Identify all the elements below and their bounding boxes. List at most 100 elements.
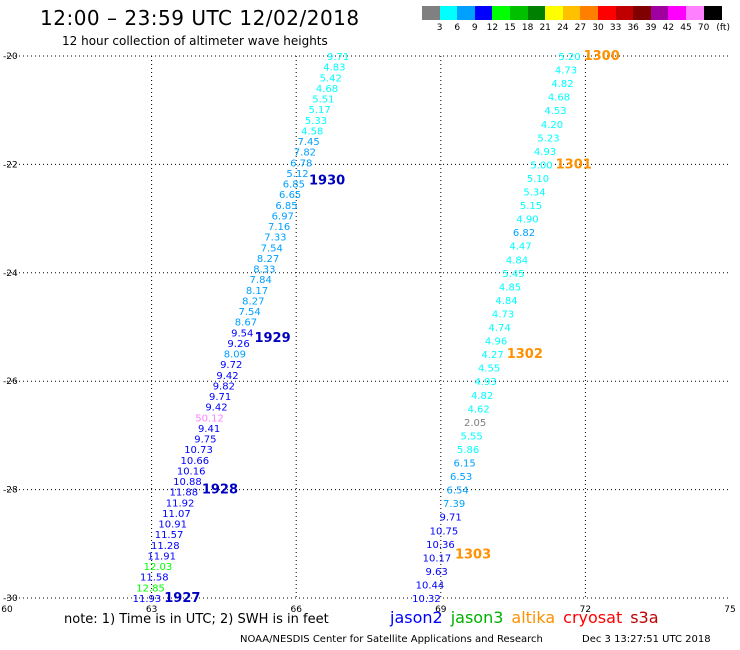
swh-value-label: 4.58: [301, 126, 323, 137]
y-tick-label: -28: [3, 486, 18, 496]
pass-time-label: 1928: [202, 483, 238, 498]
swh-value-label: 12.85: [136, 583, 165, 594]
swh-value-label: 5.55: [460, 431, 482, 442]
legend-label: 39: [645, 23, 657, 33]
swh-value-label: 12.03: [144, 562, 173, 573]
swh-value-label: 5.10: [527, 174, 549, 185]
swh-value-label: 4.74: [488, 323, 510, 334]
swh-value-label: 8.09: [224, 350, 246, 361]
swh-value-label: 5.12: [286, 169, 308, 180]
legend-label: 15: [504, 23, 516, 33]
swh-value-label: 8.27: [257, 254, 279, 265]
x-tick-label: 75: [724, 605, 735, 615]
swh-value-label: 4.27: [481, 350, 503, 361]
legend-swatch: [633, 6, 652, 20]
legend-swatch: [492, 6, 511, 20]
swh-value-label: 4.84: [506, 255, 528, 266]
x-tick-label: 66: [290, 605, 302, 615]
swh-value-label: 7.33: [264, 233, 286, 244]
legend-swatch: [527, 6, 546, 20]
swh-value-label: 11.58: [140, 573, 169, 584]
legend-swatch: [615, 6, 634, 20]
swh-value-label: 9.71: [440, 513, 462, 524]
legend-swatch: [422, 6, 441, 20]
legend-swatch: [562, 6, 581, 20]
swh-value-label: 4.68: [548, 93, 570, 104]
chart-subtitle: 12 hour collection of altimeter wave hei…: [62, 34, 328, 48]
y-tick-label: -24: [3, 269, 18, 279]
swh-value-label: 50.12: [195, 413, 224, 424]
swh-value-label: 4.20: [541, 120, 563, 131]
swh-value-label: 7.54: [261, 243, 283, 254]
satellite-jason2: jason2: [390, 608, 443, 627]
swh-value-label: 7.54: [238, 307, 260, 318]
pass-time-label: 1302: [507, 347, 543, 362]
swh-value-label: 8.17: [246, 286, 268, 297]
swh-value-label: 4.82: [471, 391, 493, 402]
swh-value-label: 9.75: [194, 435, 216, 446]
swh-value-label: 10.91: [158, 520, 187, 531]
swh-value-label: 9.26: [227, 339, 249, 350]
swh-value-label: 4.84: [495, 296, 517, 307]
swh-value-label: 5.15: [520, 201, 542, 212]
pass-time-label: 1930: [309, 174, 345, 189]
legend-label: 27: [574, 23, 587, 33]
legend-swatch: [545, 6, 564, 20]
y-tick-label: -30: [3, 594, 18, 604]
swh-value-label: 10.73: [184, 445, 213, 456]
pass-time-label: 1301: [556, 157, 592, 172]
legend-label: 30: [592, 23, 604, 33]
swh-value-label: 7.16: [268, 222, 290, 233]
legend-label: 18: [521, 23, 534, 33]
legend-swatch: [668, 6, 687, 20]
swh-value-label: 11.92: [166, 498, 195, 509]
legend-label: 3: [436, 23, 443, 33]
swh-value-label: 5.45: [502, 269, 524, 280]
swh-value-label: 6.85: [283, 180, 305, 191]
swh-value-label: 7.45: [297, 137, 319, 148]
swh-value-label: 4.85: [499, 282, 521, 293]
swh-value-label: 5.17: [309, 105, 331, 116]
swh-value-label: 5.86: [457, 445, 479, 456]
pass-time-label: 1303: [455, 548, 491, 563]
legend-swatch: [580, 6, 599, 20]
swh-value-label: 4.73: [555, 66, 577, 77]
swh-value-label: 10.88: [173, 477, 202, 488]
footnote: note: 1) Time is in UTC; 2) SWH is in fe…: [64, 612, 329, 627]
swh-value-label: 11.93: [133, 594, 162, 605]
swh-value-label: 7.84: [250, 275, 272, 286]
swh-value-label: 10.16: [177, 466, 206, 477]
swh-value-label: 10.17: [423, 553, 452, 564]
swh-value-label: 6.65: [279, 190, 301, 201]
legend-label: 42: [662, 23, 675, 33]
swh-value-label: 6.78: [290, 158, 312, 169]
chart-title: 12:00 – 23:59 UTC 12/02/2018: [40, 6, 360, 30]
swh-value-label: 4.96: [485, 337, 507, 348]
legend-swatch: [703, 6, 722, 20]
swh-value-label: 11.28: [151, 541, 180, 552]
swh-value-label: 4.93: [534, 147, 556, 158]
satellite-jason3: jason3: [450, 608, 504, 627]
y-tick-label: -26: [3, 377, 18, 387]
legend-swatch: [598, 6, 617, 20]
legend-label: 33: [609, 23, 622, 33]
swh-value-label: 6.85: [275, 201, 297, 212]
swh-value-label: 6.97: [272, 211, 294, 222]
swh-value-label: 11.57: [155, 530, 184, 541]
swh-value-label: 6.54: [446, 486, 468, 497]
swh-value-label: 9.71: [327, 52, 349, 63]
swh-value-label: 10.66: [181, 456, 210, 467]
swh-value-label: 4.68: [316, 84, 338, 95]
satellite-s3a: s3a: [630, 608, 659, 627]
swh-value-label: 9.71: [209, 392, 231, 403]
legend-unit: (ft): [716, 23, 730, 33]
swh-value-label: 9.54: [231, 328, 253, 339]
swh-value-label: 4.73: [492, 309, 514, 320]
legend-swatch: [510, 6, 529, 20]
pass-time-label: 1929: [254, 331, 290, 346]
swh-value-label: 9.72: [220, 360, 242, 371]
pass-time-label: 1300: [584, 49, 620, 64]
swh-value-label: 10.44: [416, 580, 445, 591]
satellite-cryosat: cryosat: [563, 608, 623, 627]
swh-value-label: 11.07: [162, 509, 191, 520]
